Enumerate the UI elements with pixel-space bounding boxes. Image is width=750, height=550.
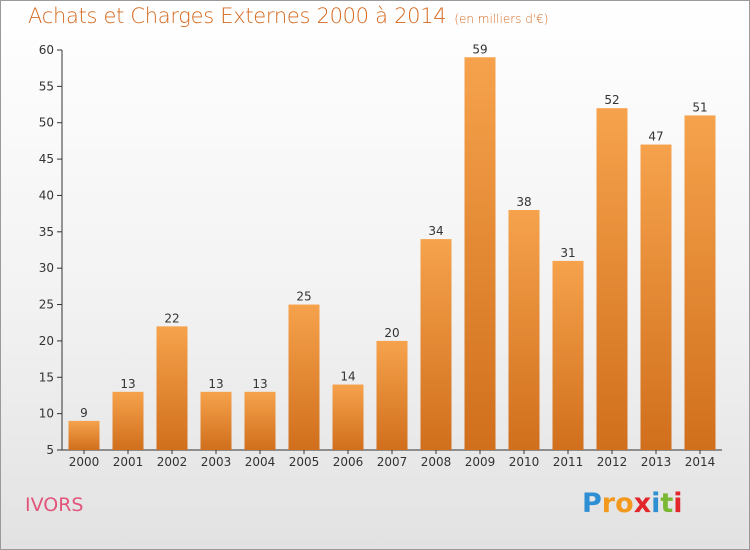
y-tick-label: 15 [39, 370, 54, 384]
logo-letter: i [673, 488, 683, 519]
x-tick-label: 2003 [201, 455, 232, 469]
bar [156, 326, 188, 450]
x-tick-label: 2009 [465, 455, 496, 469]
chart-title-text: Achats et Charges Externes 2000 à 2014 [28, 4, 447, 28]
x-tick-label: 2014 [685, 455, 716, 469]
bar [244, 391, 276, 450]
logo-letter: r [601, 488, 616, 519]
x-tick-label: 2010 [509, 455, 540, 469]
x-tick-label: 2007 [377, 455, 408, 469]
logo-letter: t [660, 488, 674, 519]
bar [332, 384, 364, 450]
bar-value-label: 59 [472, 42, 487, 56]
bar-value-label: 14 [340, 370, 355, 384]
y-tick-label: 50 [39, 116, 54, 130]
bar [376, 340, 408, 450]
logo-letter: i [651, 488, 661, 519]
x-tick-label: 2000 [69, 455, 100, 469]
x-tick-label: 2012 [597, 455, 628, 469]
y-tick-label: 35 [39, 225, 54, 239]
y-tick-label: 40 [39, 188, 54, 202]
chart-title: Achats et Charges Externes 2000 à 2014 (e… [28, 4, 548, 28]
bar-value-label: 25 [296, 290, 311, 304]
bar-value-label: 13 [120, 377, 135, 391]
logo-letter: P [582, 488, 602, 519]
bar [464, 57, 496, 450]
bar-value-label: 34 [428, 224, 443, 238]
x-tick-label: 2004 [245, 455, 276, 469]
y-tick-label: 10 [39, 407, 54, 421]
bar [112, 391, 144, 450]
bar-value-label: 20 [384, 326, 399, 340]
y-tick-label: 30 [39, 261, 54, 275]
bar [68, 420, 100, 450]
y-tick-label: 25 [39, 298, 54, 312]
bar [508, 210, 540, 450]
bar [684, 115, 716, 451]
x-tick-label: 2013 [641, 455, 672, 469]
bar [288, 304, 320, 450]
x-tick-label: 2011 [553, 455, 584, 469]
bar [420, 239, 452, 450]
town-name: IVORS [25, 494, 84, 516]
x-tick-label: 2006 [333, 455, 364, 469]
proxiti-logo: Proxiti [582, 488, 683, 519]
y-tick-label: 45 [39, 152, 54, 166]
x-tick-label: 2002 [157, 455, 188, 469]
bar-value-label: 47 [648, 130, 663, 144]
y-tick-label: 20 [39, 334, 54, 348]
y-tick-label: 5 [46, 443, 54, 457]
logo-letter: x [633, 488, 652, 519]
bar-value-label: 38 [516, 195, 531, 209]
x-tick-label: 2005 [289, 455, 320, 469]
bar [640, 144, 672, 450]
y-tick-label: 60 [39, 43, 54, 57]
x-tick-label: 2001 [113, 455, 144, 469]
chart-unit: (en milliers d'€) [454, 12, 549, 26]
y-tick-label: 55 [39, 79, 54, 93]
bar-value-label: 51 [692, 100, 707, 114]
bar-value-label: 13 [208, 377, 223, 391]
bar-value-label: 31 [560, 246, 575, 260]
x-tick-label: 2008 [421, 455, 452, 469]
bar-value-label: 22 [164, 311, 179, 325]
logo-letter: o [615, 488, 634, 519]
bar-value-label: 52 [604, 93, 619, 107]
bar [596, 108, 628, 450]
bar-value-label: 9 [80, 406, 88, 420]
bar [200, 391, 232, 450]
bar-value-label: 13 [252, 377, 267, 391]
bar [552, 260, 584, 450]
